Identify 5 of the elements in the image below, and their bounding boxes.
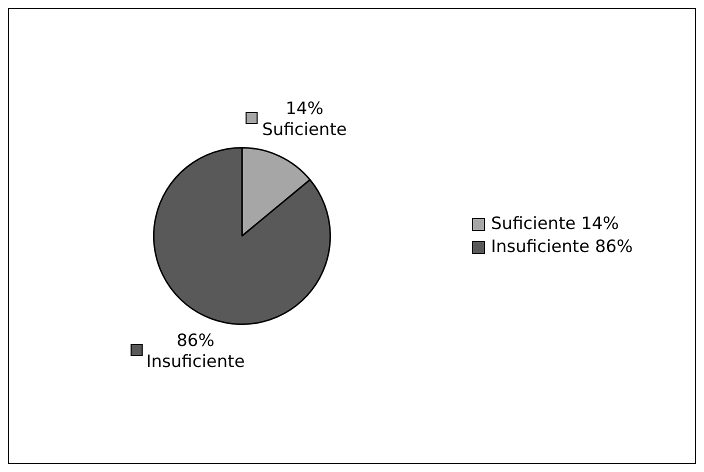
data-label: 86% (176, 330, 216, 352)
legend: Suficiente 14% Insuficiente 86% (472, 213, 633, 259)
legend-label: Suficiente (262, 120, 347, 142)
data-label: 14% (284, 99, 324, 120)
legend-label: Insuficiente (146, 352, 245, 373)
